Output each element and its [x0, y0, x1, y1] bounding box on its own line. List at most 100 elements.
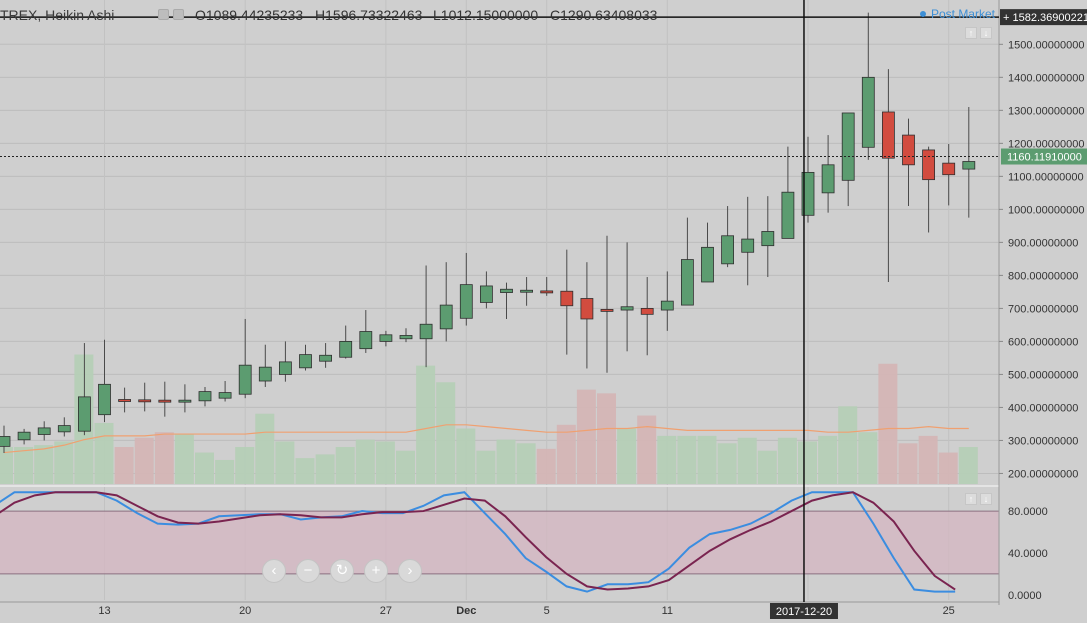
volume-bar-8	[155, 432, 174, 484]
pane-separator	[0, 485, 999, 487]
candle-body-42	[842, 113, 854, 180]
price-axis[interactable]: 200.00000000 300.00000000 400.00000000 500.…	[999, 0, 1087, 623]
volume-bar-26	[517, 443, 536, 484]
y-tick-label-13: 1500.00000000	[1008, 39, 1084, 51]
volume-bar-5	[95, 423, 114, 484]
pane-up-icon-2[interactable]: ↑	[965, 493, 977, 505]
candle-body-1	[18, 432, 30, 440]
reset-icon[interactable]: ↻	[330, 559, 354, 583]
candle-body-6	[119, 400, 131, 402]
candle-body-8	[159, 400, 171, 402]
candle-body-3	[58, 426, 70, 432]
volume-bar-9	[175, 434, 194, 484]
candle-body-22	[440, 305, 452, 329]
volume-bar-16	[316, 454, 335, 484]
candle-body-20	[400, 335, 412, 338]
candle-body-41	[822, 165, 834, 193]
candle-body-21	[420, 324, 432, 339]
candle-body-39	[782, 192, 794, 238]
volume-bar-22	[436, 382, 455, 484]
volume-bar-46	[919, 436, 938, 484]
volume-bar-21	[416, 366, 435, 484]
settings-icon[interactable]	[173, 9, 184, 20]
high-value: H1596.73322463	[315, 7, 422, 23]
volume-bar-33	[657, 436, 676, 484]
pane-up-icon[interactable]: ↑	[965, 27, 977, 39]
candle-body-7	[139, 400, 151, 402]
candle-body-18	[360, 332, 372, 349]
volume-bar-17	[336, 447, 355, 484]
volume-bar-45	[899, 443, 918, 484]
candle-body-30	[601, 309, 613, 311]
volume-bar-43	[858, 432, 877, 484]
crosshair-date-label: 2017-12-20	[776, 606, 832, 618]
y-tick-label-0: 200.00000000	[1008, 468, 1078, 480]
y-tick-label-12: 1400.00000000	[1008, 72, 1084, 84]
candle-body-28	[561, 291, 573, 306]
candle-body-46	[923, 150, 935, 180]
volume-bar-11	[215, 460, 234, 484]
volume-bar-12	[235, 447, 254, 484]
candle-body-29	[581, 298, 593, 318]
candle-body-16	[320, 355, 332, 361]
post-market-label: Post Market	[931, 7, 995, 21]
candle-body-26	[521, 290, 533, 292]
candle-body-19	[380, 335, 392, 342]
candle-body-31	[621, 307, 633, 310]
scroll-right-icon[interactable]: ›	[398, 559, 422, 583]
candle-body-12	[239, 365, 251, 394]
eye-icon[interactable]	[158, 9, 169, 20]
volume-bar-29	[577, 390, 596, 484]
volume-bar-36	[718, 443, 737, 484]
zoom-in-icon[interactable]: +	[364, 559, 388, 583]
candle-body-5	[99, 384, 111, 414]
stoch-tick-label-1: 40.0000	[1008, 548, 1048, 560]
candle-body-2	[38, 428, 50, 435]
y-tick-label-11: 1300.00000000	[1008, 105, 1084, 117]
volume-bar-42	[838, 406, 857, 484]
volume-bar-13	[255, 414, 274, 484]
candle-body-17	[340, 341, 352, 357]
volume-bar-40	[798, 441, 817, 484]
volume-bar-39	[778, 438, 797, 484]
y-tick-label-7: 900.00000000	[1008, 237, 1078, 249]
volume-bar-15	[296, 458, 315, 484]
volume-bar-14	[275, 441, 294, 484]
x-tick-label-1: 20	[239, 605, 251, 617]
post-market-indicator: Post Market	[920, 7, 995, 21]
y-tick-label-6: 800.00000000	[1008, 270, 1078, 282]
volume-bar-2	[34, 445, 53, 484]
stoch-tick-label-2: 80.0000	[1008, 506, 1048, 518]
scroll-left-icon[interactable]: ‹	[262, 559, 286, 583]
x-tick-label-5: 11	[662, 605, 673, 617]
x-tick-label-3: Dec	[456, 605, 476, 617]
volume-bar-41	[818, 436, 837, 484]
candle-body-36	[722, 236, 734, 264]
x-tick-label-0: 13	[98, 605, 110, 617]
zoom-out-icon[interactable]: −	[296, 559, 320, 583]
candle-body-0	[0, 436, 10, 446]
volume-bar-38	[758, 451, 777, 484]
volume-bar-10	[195, 453, 214, 484]
candle-body-33	[661, 301, 673, 310]
volume-bar-48	[959, 447, 978, 484]
candle-body-14	[279, 362, 291, 375]
candle-body-47	[943, 163, 955, 175]
y-tick-label-4: 600.00000000	[1008, 336, 1078, 348]
volume-bar-32	[637, 416, 656, 484]
candle-body-27	[541, 291, 553, 293]
volume-bar-27	[537, 449, 556, 484]
volume-bar-30	[597, 393, 616, 484]
y-tick-label-5: 700.00000000	[1008, 303, 1078, 315]
pane-down-icon-2[interactable]: ↓	[980, 493, 992, 505]
y-tick-label-2: 400.00000000	[1008, 402, 1078, 414]
volume-bar-18	[356, 440, 375, 484]
candle-body-24	[480, 286, 492, 303]
candle-body-44	[882, 112, 894, 158]
candle-body-13	[259, 367, 271, 381]
pane-down-icon[interactable]: ↓	[980, 27, 992, 39]
candle-body-45	[903, 135, 915, 165]
volume-bar-35	[698, 436, 717, 484]
volume-bar-20	[396, 451, 415, 484]
